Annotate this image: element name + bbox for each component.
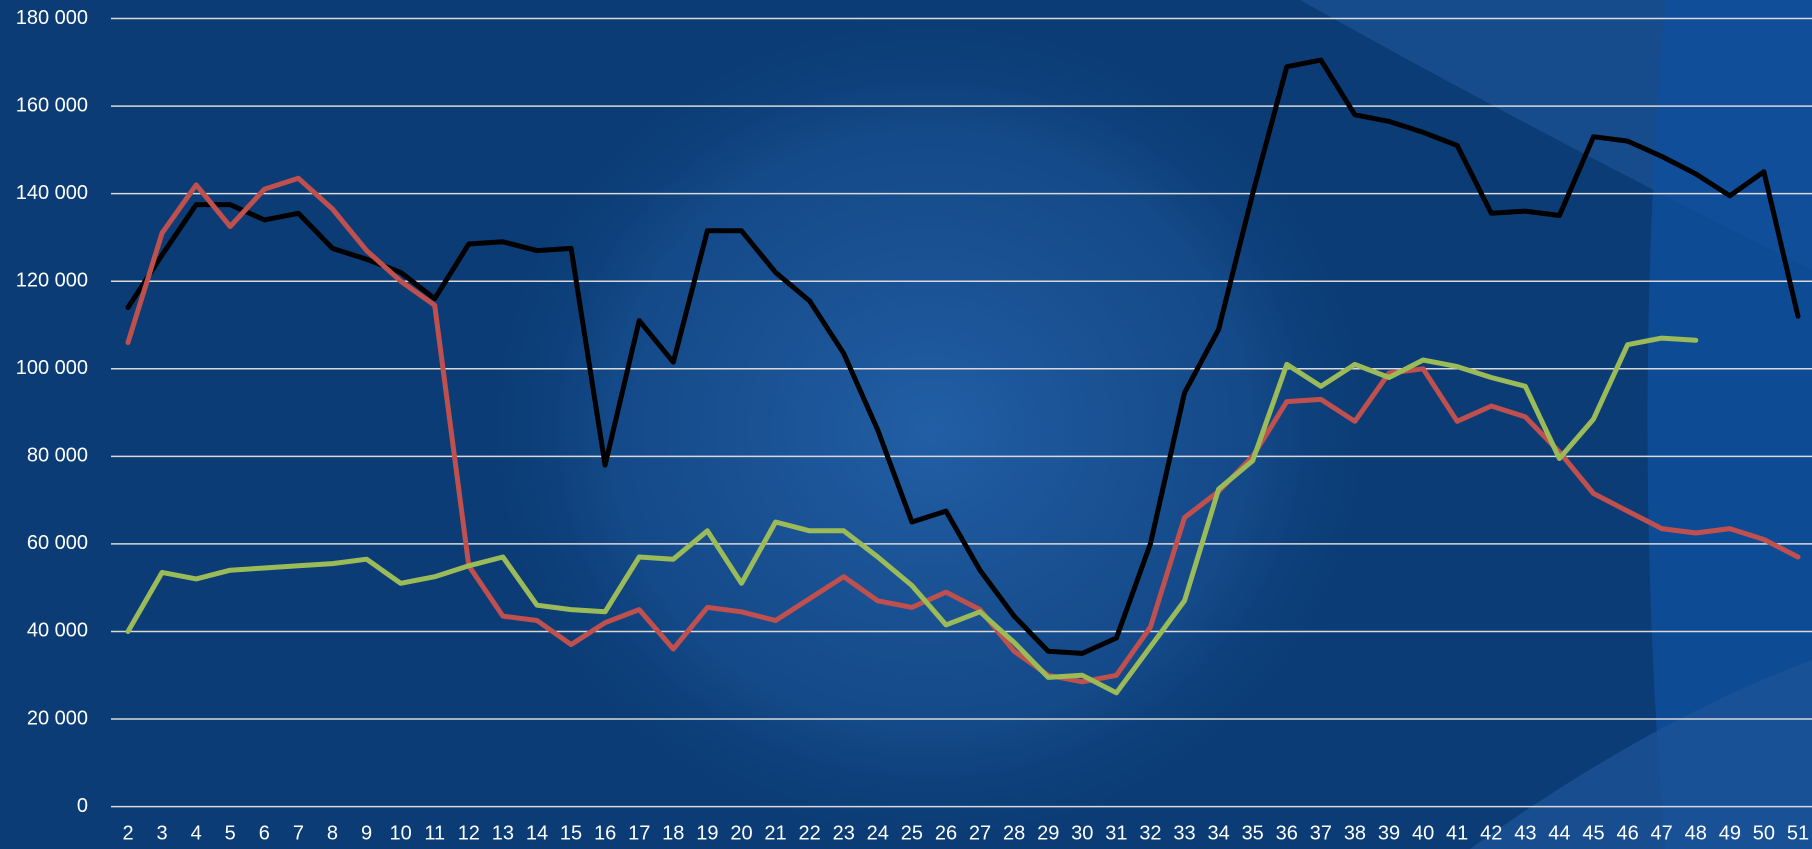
x-tick-label: 45 — [1582, 822, 1604, 844]
x-tick-label: 12 — [458, 822, 480, 844]
x-tick-label: 23 — [833, 822, 855, 844]
y-tick-label: 20 000 — [27, 707, 88, 729]
background-image — [470, 0, 1390, 849]
x-tick-label: 48 — [1685, 822, 1707, 844]
x-tick-label: 21 — [764, 822, 786, 844]
x-tick-label: 31 — [1105, 822, 1127, 844]
x-tick-label: 13 — [492, 822, 514, 844]
y-tick-label: 0 — [77, 795, 88, 817]
x-tick-label: 19 — [696, 822, 718, 844]
y-tick-label: 100 000 — [16, 357, 88, 379]
x-tick-label: 44 — [1548, 822, 1570, 844]
x-tick-label: 36 — [1276, 822, 1298, 844]
x-tick-label: 37 — [1310, 822, 1332, 844]
x-tick-label: 14 — [526, 822, 548, 844]
x-tick-label: 15 — [560, 822, 582, 844]
x-tick-label: 20 — [730, 822, 752, 844]
x-tick-label: 47 — [1651, 822, 1673, 844]
x-tick-label: 38 — [1344, 822, 1366, 844]
x-tick-label: 29 — [1037, 822, 1059, 844]
x-tick-label: 51 — [1787, 822, 1809, 844]
y-tick-label: 40 000 — [27, 620, 88, 642]
x-tick-label: 5 — [225, 822, 236, 844]
x-tick-label: 2 — [122, 822, 133, 844]
x-tick-label: 9 — [361, 822, 372, 844]
x-tick-label: 39 — [1378, 822, 1400, 844]
x-tick-label: 24 — [867, 822, 889, 844]
x-tick-label: 22 — [799, 822, 821, 844]
y-tick-label: 60 000 — [27, 532, 88, 554]
x-tick-label: 28 — [1003, 822, 1025, 844]
y-tick-label: 180 000 — [16, 7, 88, 29]
x-tick-label: 3 — [157, 822, 168, 844]
series-line — [125, 57, 1801, 656]
decor-shape — [1647, 0, 1812, 849]
x-tick-label: 25 — [901, 822, 923, 844]
x-tick-label: 33 — [1173, 822, 1195, 844]
y-tick-label: 120 000 — [16, 269, 88, 291]
x-tick-label: 32 — [1139, 822, 1161, 844]
x-tick-label: 10 — [390, 822, 412, 844]
x-tick-label: 7 — [293, 822, 304, 844]
series-line — [125, 175, 1801, 685]
y-tick-label: 80 000 — [27, 445, 88, 467]
x-tick-label: 42 — [1480, 822, 1502, 844]
decor-shape — [1470, 660, 1812, 849]
x-tick-label: 27 — [969, 822, 991, 844]
x-tick-label: 46 — [1616, 822, 1638, 844]
x-tick-label: 18 — [662, 822, 684, 844]
x-tick-label: 8 — [327, 822, 338, 844]
y-tick-label: 160 000 — [16, 94, 88, 116]
x-tick-label: 43 — [1514, 822, 1536, 844]
x-tick-label: 49 — [1719, 822, 1741, 844]
series-line — [125, 335, 1699, 696]
x-tick-label: 11 — [424, 822, 445, 844]
x-tick-label: 34 — [1207, 822, 1229, 844]
x-tick-label: 26 — [935, 822, 957, 844]
y-tick-label: 140 000 — [16, 182, 88, 204]
x-tick-label: 35 — [1242, 822, 1264, 844]
x-tick-label: 6 — [259, 822, 270, 844]
x-tick-label: 50 — [1753, 822, 1775, 844]
x-tick-label: 30 — [1071, 822, 1093, 844]
x-tick-label: 4 — [191, 822, 202, 844]
x-tick-label: 41 — [1446, 822, 1468, 844]
x-tick-label: 16 — [594, 822, 616, 844]
x-tick-label: 40 — [1412, 822, 1434, 844]
x-tick-label: 17 — [628, 822, 650, 844]
